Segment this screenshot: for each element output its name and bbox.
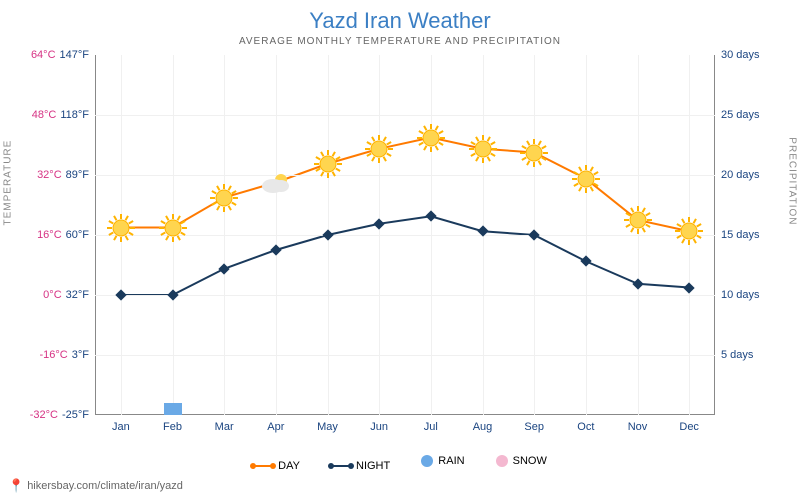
legend-rain-swatch xyxy=(421,455,433,467)
sun-icon xyxy=(674,216,704,246)
month-tick: Jul xyxy=(424,415,438,433)
precip-tick: 15 days xyxy=(715,229,760,241)
sun-icon xyxy=(209,183,239,213)
rain-bar xyxy=(164,403,182,415)
precip-tick: 5 days xyxy=(715,349,753,361)
month-tick: Apr xyxy=(267,415,284,433)
sun-icon xyxy=(106,213,136,243)
legend-night-swatch: #leg-night::before,#leg-night::after{bac… xyxy=(331,465,351,467)
temp-tick: -16°C3°F xyxy=(40,349,96,361)
y-axis-left-label: TEMPERATURE xyxy=(3,140,14,226)
plot-area: -32°C-25°F-16°C3°F0°C32°F16°C60°F32°C89°… xyxy=(95,55,715,415)
legend-snow: SNOW xyxy=(496,455,547,467)
precip-tick: 20 days xyxy=(715,169,760,181)
sun-icon xyxy=(623,205,653,235)
month-tick: Aug xyxy=(473,415,493,433)
cloud-icon xyxy=(259,170,293,196)
legend-rain-label: RAIN xyxy=(438,455,464,467)
page-title: Yazd Iran Weather xyxy=(0,0,800,34)
legend-day: DAY xyxy=(253,460,300,472)
month-tick: Sep xyxy=(524,415,544,433)
sun-icon xyxy=(519,138,549,168)
month-tick: May xyxy=(317,415,338,433)
footer-url: hikersbay.com/climate/iran/yazd xyxy=(27,480,183,492)
footer: 📍 hikersbay.com/climate/iran/yazd xyxy=(8,478,183,494)
legend-day-swatch xyxy=(253,465,273,467)
sun-icon xyxy=(416,123,446,153)
month-tick: Jun xyxy=(370,415,388,433)
sun-icon xyxy=(158,213,188,243)
temp-tick: 32°C89°F xyxy=(37,169,95,181)
precip-tick: 30 days xyxy=(715,49,760,61)
pin-icon: 📍 xyxy=(8,478,24,494)
legend-day-label: DAY xyxy=(278,460,300,472)
month-tick: Nov xyxy=(628,415,648,433)
month-tick: Dec xyxy=(679,415,699,433)
temp-tick: 16°C60°F xyxy=(37,229,95,241)
legend: DAY #leg-night::before,#leg-night::after… xyxy=(0,455,800,472)
sun-icon xyxy=(364,134,394,164)
legend-night: #leg-night::before,#leg-night::after{bac… xyxy=(331,460,390,472)
chart-subtitle: AVERAGE MONTHLY TEMPERATURE AND PRECIPIT… xyxy=(0,36,800,47)
y-axis-right-label: PRECIPITATION xyxy=(787,137,798,225)
chart-container: Yazd Iran Weather AVERAGE MONTHLY TEMPER… xyxy=(0,0,800,500)
sun-icon xyxy=(468,134,498,164)
month-tick: Mar xyxy=(215,415,234,433)
sun-icon xyxy=(571,164,601,194)
temp-tick: 64°C147°F xyxy=(31,49,95,61)
precip-tick: 25 days xyxy=(715,109,760,121)
month-tick: Oct xyxy=(577,415,594,433)
month-tick: Jan xyxy=(112,415,130,433)
temp-tick: 48°C118°F xyxy=(32,109,95,121)
month-tick: Feb xyxy=(163,415,182,433)
sun-icon xyxy=(313,149,343,179)
temp-tick: 0°C32°F xyxy=(43,289,95,301)
legend-rain: RAIN xyxy=(421,455,464,467)
legend-snow-label: SNOW xyxy=(513,455,547,467)
precip-tick: 10 days xyxy=(715,289,760,301)
legend-snow-swatch xyxy=(496,455,508,467)
legend-night-label: NIGHT xyxy=(356,460,390,472)
temp-tick: -32°C-25°F xyxy=(30,409,95,421)
